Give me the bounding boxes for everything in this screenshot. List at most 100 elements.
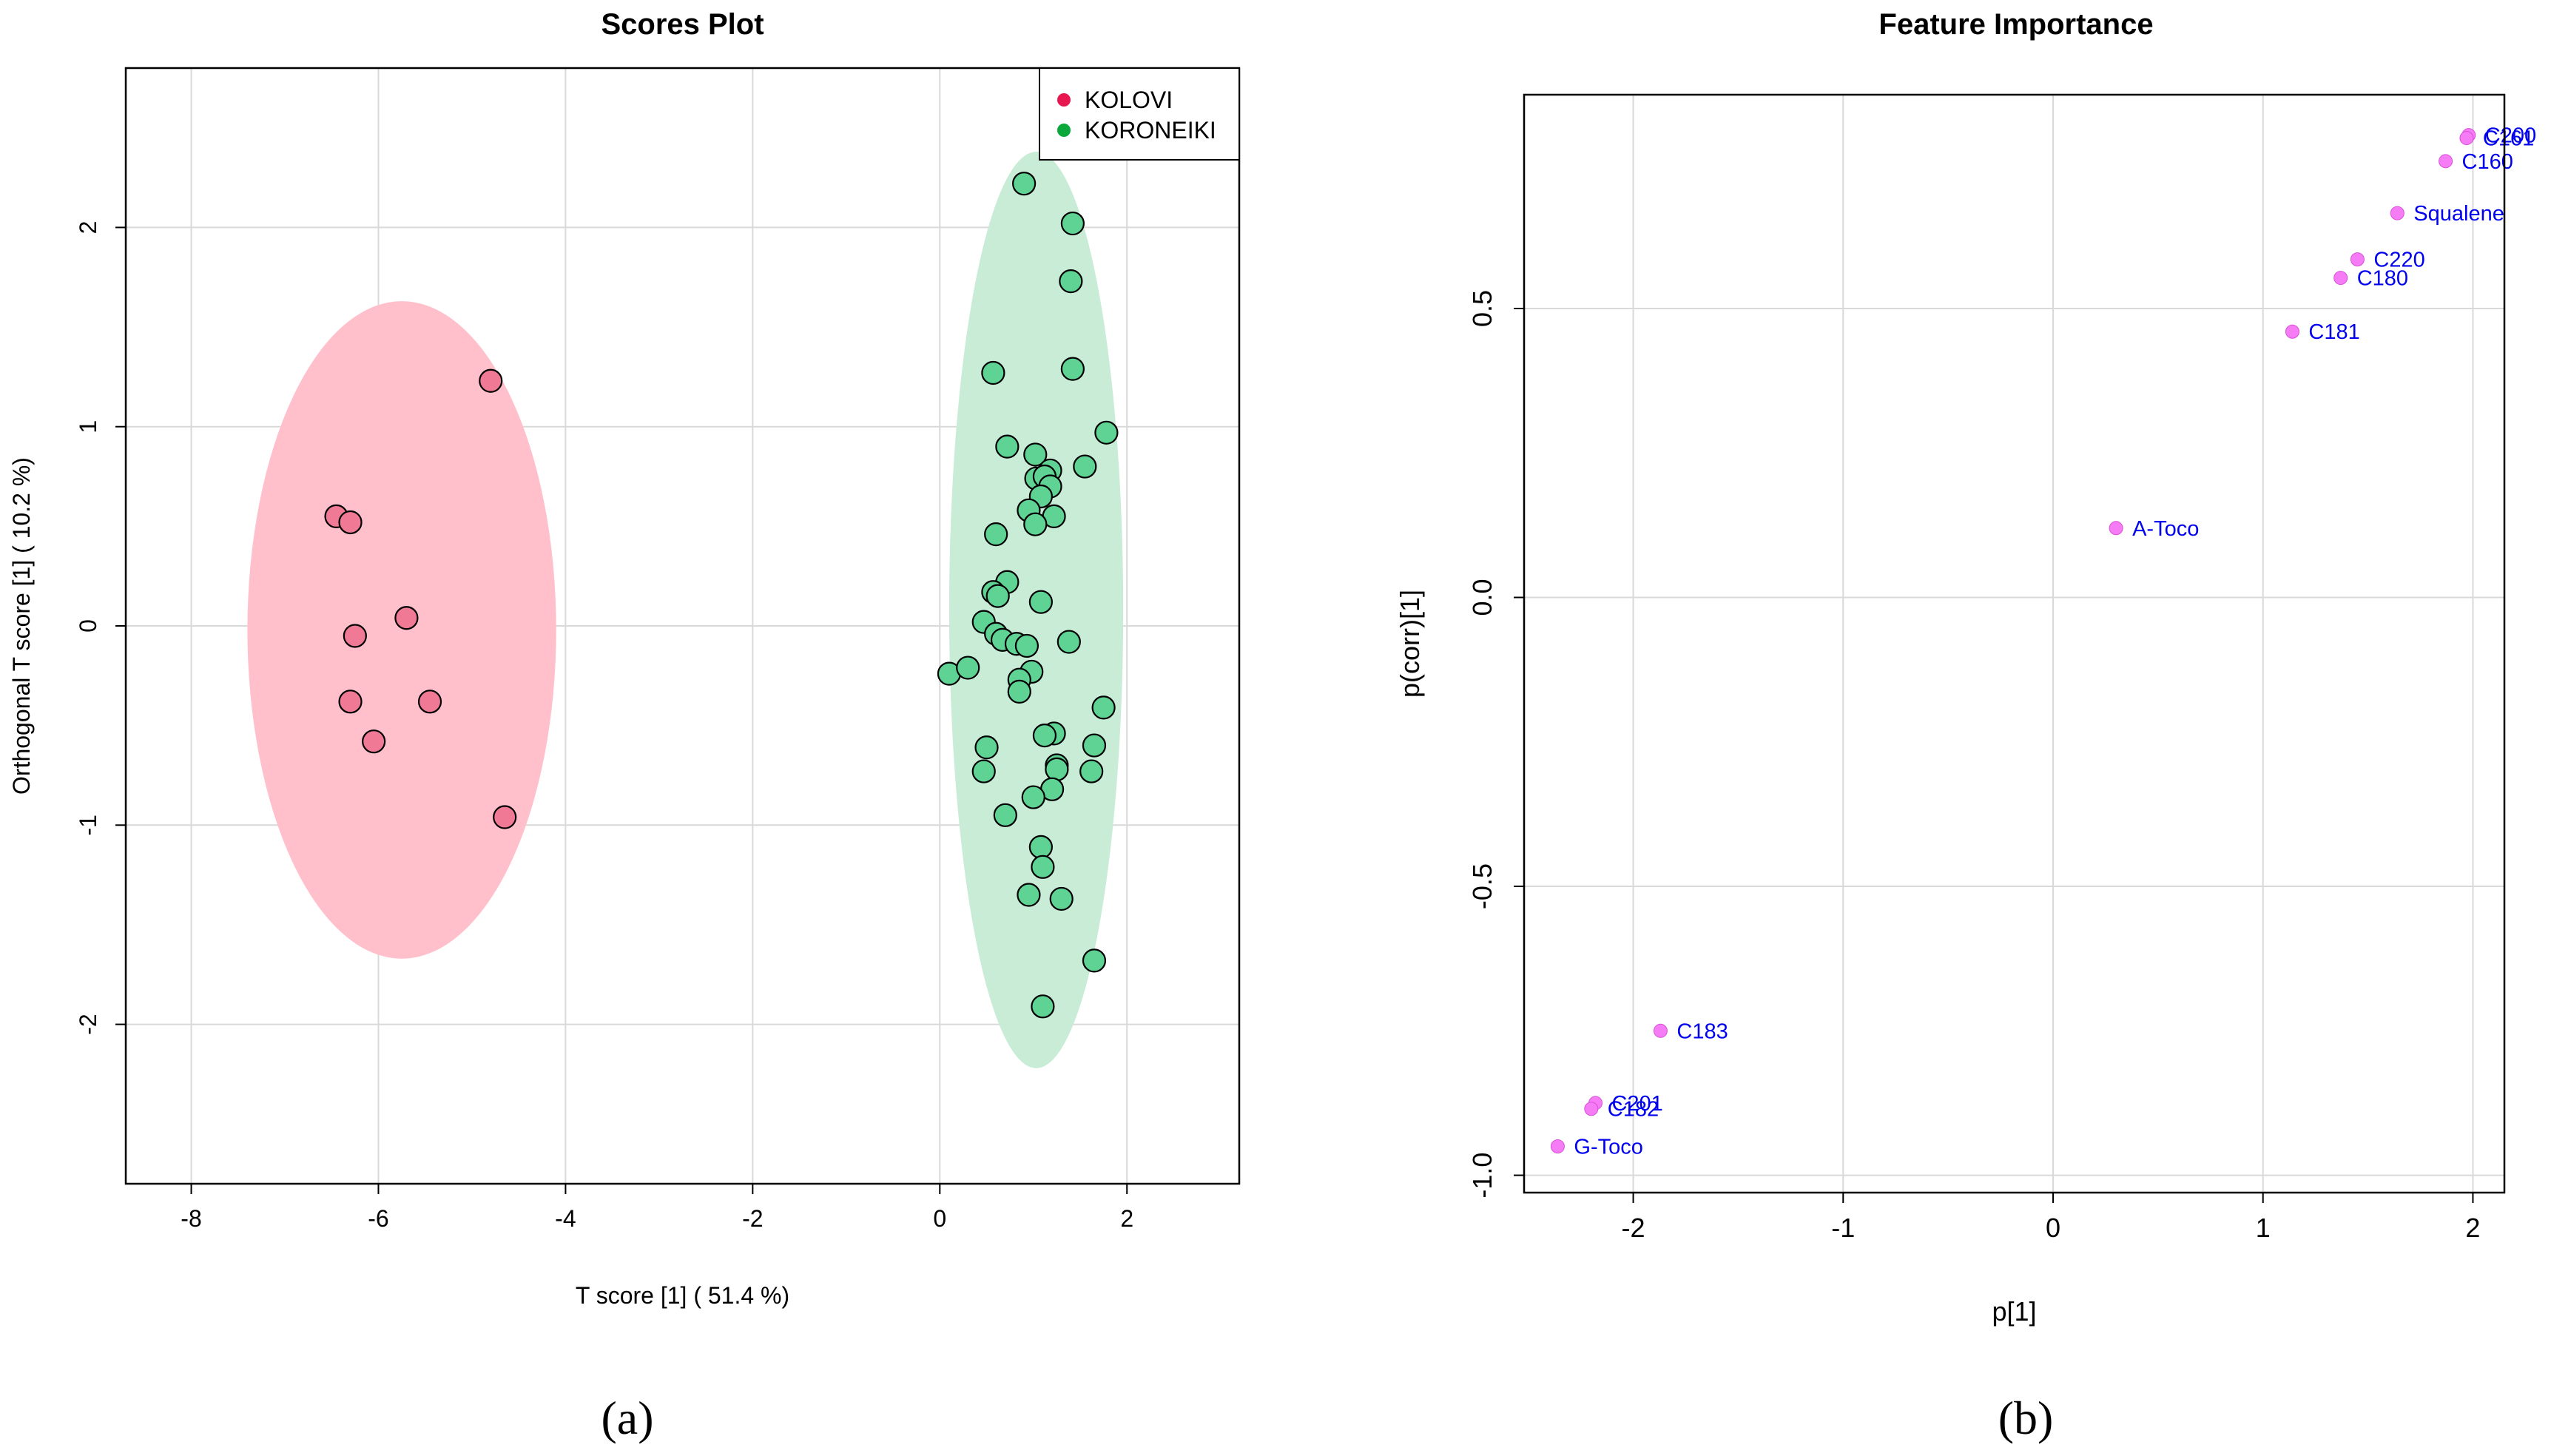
x-tick-label: -6 (368, 1205, 388, 1232)
scores-plot-y-ticks: -2 -1 0 1 2 (75, 221, 126, 1035)
feature-importance-frame (1523, 93, 2506, 1194)
point-koroneiki (1091, 695, 1116, 720)
point-kolovi (493, 805, 517, 829)
x-tick-label: -4 (555, 1205, 576, 1232)
feature-label-c161: C161 (2483, 127, 2534, 151)
point-koroneiki (971, 759, 996, 783)
y-tick-label: 2 (75, 221, 101, 235)
feature-importance-title: Feature Importance (1878, 8, 2153, 41)
feature-importance-y-axis-label: p(corr)[1] (1395, 590, 1425, 698)
x-tick-label: -2 (1622, 1213, 1645, 1243)
point-kolovi (362, 729, 386, 754)
scores-plot-x-axis-label: T score [1] ( 51.4 %) (576, 1282, 789, 1309)
feature-label-c182: C182 (1608, 1098, 1659, 1122)
feature-point-c182 (1584, 1102, 1599, 1116)
y-tick-label: 0 (75, 619, 101, 633)
point-koroneiki (1073, 454, 1097, 479)
feature-point-c181 (2285, 324, 2299, 339)
point-koroneiki (1094, 420, 1119, 445)
legend-box (1039, 67, 1240, 161)
legend-marker-kolovi (1057, 93, 1071, 107)
x-tick-label: -1 (1831, 1213, 1855, 1243)
feature-label-squalene: Squalene (2413, 202, 2504, 226)
feature-label-c201: C201 (1611, 1092, 1662, 1116)
point-koroneiki (956, 655, 980, 680)
point-koroneiki (1007, 679, 1031, 704)
point-koroneiki (1060, 357, 1085, 381)
scores-plot-legend: KOLOVI KORONEIKI (1039, 67, 1240, 161)
point-koroneiki (1031, 994, 1055, 1019)
y-tick-label: -1 (75, 815, 101, 835)
x-tick-label: -2 (742, 1205, 763, 1232)
y-tick-label: 0.5 (1467, 290, 1497, 327)
panel-label-b: (b) (1998, 1392, 2054, 1444)
point-koroneiki (1028, 835, 1053, 860)
point-koroneiki (1082, 733, 1107, 758)
point-koroneiki (1049, 886, 1074, 911)
point-koroneiki (1031, 855, 1055, 879)
point-koroneiki (995, 434, 1020, 459)
feature-importance-points (1550, 128, 2476, 1154)
feature-point-c183 (1653, 1023, 1668, 1038)
point-koroneiki (1082, 948, 1107, 973)
point-koroneiki (1079, 759, 1104, 783)
panel-label-a: (a) (601, 1392, 653, 1444)
feature-point-g-toco (1550, 1139, 1565, 1154)
point-koroneiki (1012, 172, 1037, 196)
feature-label-c180: C180 (2357, 267, 2408, 291)
feature-importance-x-ticks: -2 -1 0 1 2 (1622, 1193, 2480, 1243)
point-koroneiki (1023, 512, 1048, 536)
point-kolovi (394, 606, 419, 630)
point-koroneiki (1057, 630, 1081, 654)
feature-importance-y-ticks: -1.0 -0.5 0.0 0.5 (1467, 290, 1524, 1199)
feature-point-c180 (2333, 271, 2348, 286)
x-tick-label: 1 (2256, 1213, 2271, 1243)
y-tick-label: 1 (75, 420, 101, 434)
x-tick-label: 0 (933, 1205, 946, 1232)
y-tick-label: 0.0 (1467, 579, 1497, 616)
feature-point-a-toco (2109, 521, 2123, 536)
feature-label-c183: C183 (1676, 1019, 1728, 1043)
point-koroneiki (1023, 442, 1048, 467)
point-koroneiki (1028, 590, 1053, 614)
feature-importance-grid (1524, 95, 2504, 1193)
scores-plot-panel: -8 -6 -4 -2 0 2 -2 -1 0 1 2 Scores Plot T score [… (8, 8, 1241, 1444)
point-koroneiki (984, 522, 1008, 547)
x-tick-label: 2 (2465, 1213, 2480, 1243)
legend-label-koroneiki: KORONEIKI (1085, 117, 1216, 144)
point-koroneiki (981, 360, 1005, 385)
feature-importance-x-axis-label: p[1] (1992, 1296, 2036, 1327)
feature-point-c220 (2350, 252, 2365, 267)
point-kolovi (338, 510, 363, 535)
y-tick-label: -0.5 (1467, 863, 1497, 909)
point-koroneiki (1060, 211, 1085, 236)
legend-label-kolovi: KOLOVI (1085, 87, 1173, 113)
point-koroneiki (974, 735, 999, 760)
point-koroneiki (1017, 883, 1041, 907)
point-koroneiki (985, 584, 1010, 608)
y-tick-label: -2 (75, 1014, 101, 1034)
legend-marker-koroneiki (1057, 124, 1071, 137)
scores-plot-x-ticks: -8 -6 -4 -2 0 2 (181, 1184, 1133, 1232)
scores-plot-points (324, 172, 1119, 1019)
scores-plot-y-axis-label: Orthogonal T score [1] ( 10.2 %) (8, 457, 35, 795)
x-tick-label: 0 (2046, 1213, 2060, 1243)
feature-point-squalene (2390, 206, 2405, 220)
point-kolovi (479, 368, 503, 393)
feature-label-c220: C220 (2373, 249, 2424, 272)
scores-plot-title: Scores Plot (601, 8, 764, 41)
point-koroneiki (993, 803, 1017, 827)
feature-label-g-toco: G-Toco (1574, 1136, 1642, 1159)
feature-point-c160 (2439, 154, 2453, 169)
x-tick-label: 2 (1120, 1205, 1133, 1232)
point-koroneiki (1045, 757, 1069, 781)
point-koroneiki (1021, 785, 1045, 809)
feature-label-c160: C160 (2462, 150, 2513, 174)
point-koroneiki (1032, 724, 1057, 748)
feature-label-c181: C181 (2308, 320, 2359, 344)
feature-label-a-toco: A-Toco (2132, 517, 2199, 541)
point-kolovi (417, 690, 442, 714)
point-koroneiki (1014, 633, 1039, 658)
